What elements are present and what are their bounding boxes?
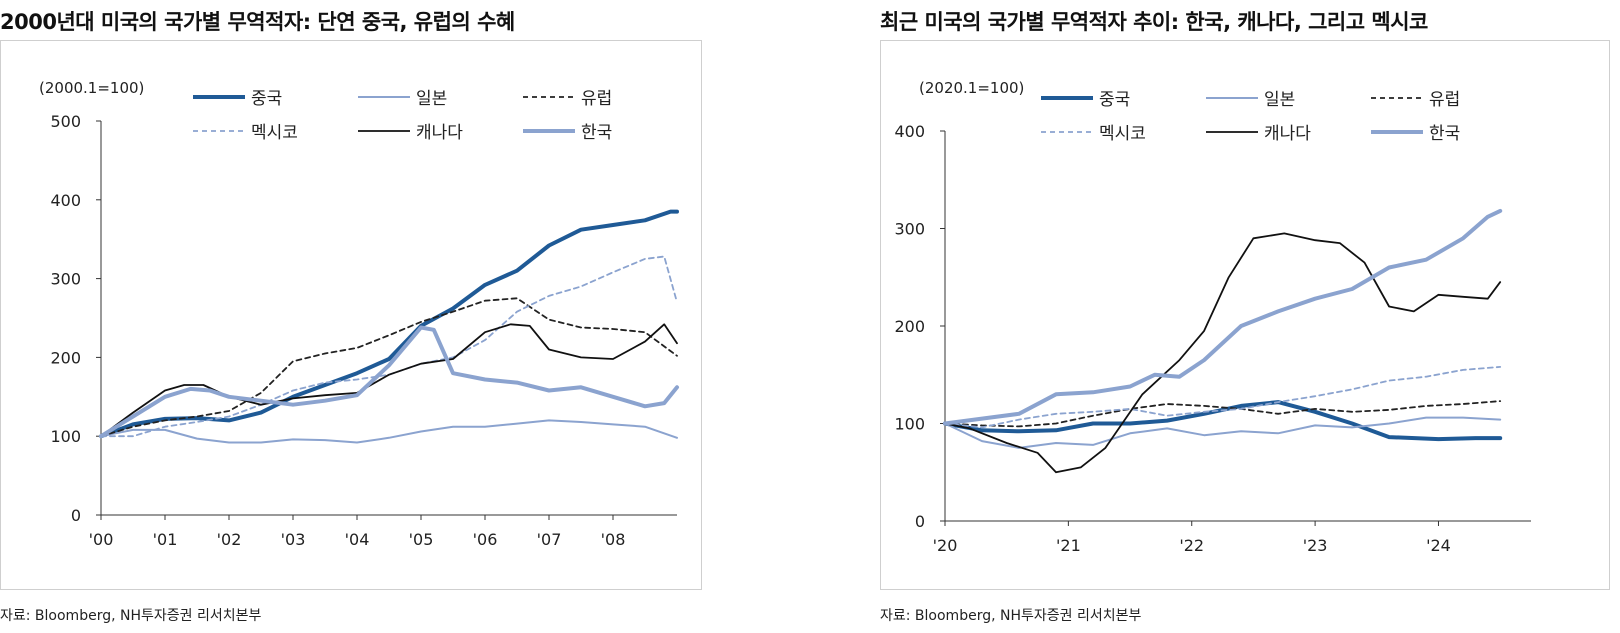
y-tick-label: 100 bbox=[894, 415, 925, 434]
x-tick-label: '20 bbox=[933, 536, 958, 555]
y-tick-label: 300 bbox=[50, 270, 81, 289]
x-tick-label: '02 bbox=[217, 530, 242, 549]
x-tick-label: '01 bbox=[153, 530, 178, 549]
x-tick-label: '07 bbox=[537, 530, 562, 549]
legend-item: 캐나다 bbox=[1206, 124, 1311, 144]
y-tick-label: 500 bbox=[50, 112, 81, 131]
legend-item: 한국 bbox=[1371, 124, 1460, 144]
chart-title: 최근 미국의 국가별 무역적자 추이: 한국, 캐나다, 그리고 멕시코 bbox=[880, 10, 1428, 34]
legend-label: 중국 bbox=[251, 89, 282, 109]
legend-label: 캐나다 bbox=[1264, 124, 1311, 144]
y-tick-label: 400 bbox=[50, 191, 81, 210]
unit-label: (2020.1=100) bbox=[919, 79, 1024, 97]
legend-item: 멕시코 bbox=[193, 123, 298, 143]
x-tick-label: '24 bbox=[1426, 536, 1451, 555]
legend-label: 한국 bbox=[581, 123, 612, 143]
legend-item: 중국 bbox=[193, 89, 282, 109]
x-tick-label: '06 bbox=[473, 530, 498, 549]
unit-label: (2000.1=100) bbox=[39, 79, 144, 97]
series-line-2 bbox=[100, 297, 678, 438]
series-line-1 bbox=[944, 416, 1502, 449]
series-line-1 bbox=[100, 419, 678, 444]
y-tick-label: 0 bbox=[71, 506, 81, 525]
legend-item: 중국 bbox=[1041, 90, 1130, 110]
legend-item: 캐나다 bbox=[358, 123, 463, 143]
chart-title: 2000년대 미국의 국가별 무역적자: 단연 중국, 유럽의 수혜 bbox=[0, 10, 515, 34]
source-note: 자료: Bloomberg, NH투자증권 리서치본부 bbox=[880, 608, 1142, 624]
legend-label: 중국 bbox=[1099, 90, 1130, 110]
legend-label: 멕시코 bbox=[1099, 124, 1146, 144]
series-line-3 bbox=[100, 255, 678, 438]
series-line-2 bbox=[944, 400, 1502, 428]
y-tick-label: 200 bbox=[50, 348, 81, 367]
legend-label: 캐나다 bbox=[416, 123, 463, 143]
chart-recent: (2020.1=100) 0 100 200 300 400 '20 '21 '22 '23 '24… bbox=[894, 79, 1531, 555]
y-tick-label: 0 bbox=[915, 512, 925, 531]
series-line-5 bbox=[99, 325, 679, 439]
y-tick-label: 300 bbox=[894, 220, 925, 239]
legend-item: 유럽 bbox=[523, 89, 612, 109]
legend-label: 멕시코 bbox=[251, 123, 298, 143]
legend-item: 멕시코 bbox=[1041, 124, 1146, 144]
y-tick-label: 100 bbox=[50, 427, 81, 446]
chart-frame: (2020.1=100) 0 100 200 300 400 '20 '21 '22 '23 '24… bbox=[880, 40, 1610, 590]
legend-item: 일본 bbox=[358, 89, 447, 109]
y-tick-label: 400 bbox=[894, 122, 925, 141]
legend-label: 유럽 bbox=[1429, 90, 1460, 110]
series-line-0 bbox=[99, 209, 679, 439]
x-tick-label: '22 bbox=[1179, 536, 1204, 555]
legend-item: 일본 bbox=[1206, 90, 1295, 110]
x-tick-label: '00 bbox=[89, 530, 114, 549]
chart-2000s: (2000.1=100) 0 100 200 300 400 500 '00 '01 '02 '03… bbox=[39, 79, 679, 549]
source-note: 자료: Bloomberg, NH투자증권 리서치본부 bbox=[0, 608, 262, 624]
x-tick-label: '21 bbox=[1056, 536, 1081, 555]
legend-item: 유럽 bbox=[1371, 90, 1460, 110]
series-line-3 bbox=[944, 365, 1502, 429]
x-tick-label: '03 bbox=[281, 530, 306, 549]
legend-label: 일본 bbox=[416, 89, 447, 109]
x-tick-label: '05 bbox=[409, 530, 434, 549]
series-line-4 bbox=[944, 232, 1502, 474]
y-tick-label: 200 bbox=[894, 317, 925, 336]
left-panel: 2000년대 미국의 국가별 무역적자: 단연 중국, 유럽의 수혜 (2000… bbox=[0, 0, 800, 633]
legend-label: 일본 bbox=[1264, 90, 1295, 110]
legend-item: 한국 bbox=[523, 123, 612, 143]
legend-label: 한국 bbox=[1429, 124, 1460, 144]
series-line-4 bbox=[100, 323, 678, 438]
chart-frame: (2000.1=100) 0 100 200 300 400 500 '00 '01 '02 '03… bbox=[0, 40, 702, 590]
legend-label: 유럽 bbox=[581, 89, 612, 109]
right-panel: 최근 미국의 국가별 무역적자 추이: 한국, 캐나다, 그리고 멕시코 (20… bbox=[880, 0, 1620, 633]
x-tick-label: '08 bbox=[601, 530, 626, 549]
x-tick-label: '23 bbox=[1303, 536, 1328, 555]
x-tick-label: '04 bbox=[345, 530, 370, 549]
series-line-5 bbox=[943, 208, 1503, 426]
